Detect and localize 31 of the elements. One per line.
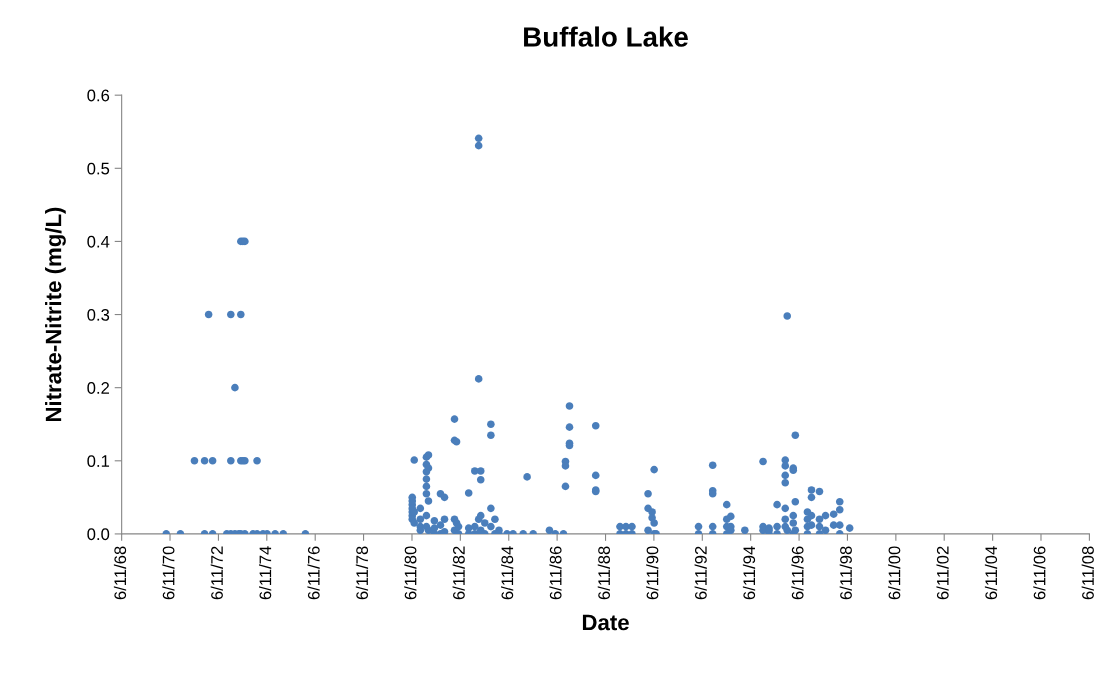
y-tick-label: 0.0 — [87, 528, 110, 541]
y-tick-label: 0.5 — [87, 162, 110, 175]
y-tick-label: 0.6 — [87, 89, 110, 102]
x-tick-label: 6/11/72 — [210, 546, 223, 600]
x-tick-label: 6/11/86 — [549, 546, 562, 600]
x-tick-label: 6/11/96 — [791, 546, 804, 600]
x-tick-label: 6/11/82 — [452, 546, 465, 600]
x-tick-label: 6/11/90 — [646, 546, 659, 600]
x-tick-label: 6/11/74 — [259, 546, 272, 600]
chart-title: Buffalo Lake — [524, 26, 688, 47]
x-tick-label: 6/11/98 — [839, 546, 852, 600]
x-tick-label: 6/11/92 — [694, 546, 707, 600]
x-tick-label: 6/11/76 — [307, 546, 320, 600]
x-tick-label: 6/11/00 — [888, 546, 901, 600]
x-tick-label: 6/11/02 — [936, 546, 949, 600]
x-tick-label: 6/11/06 — [1033, 546, 1046, 600]
x-tick-label: 6/11/04 — [984, 546, 998, 600]
y-tick-label: 0.1 — [87, 455, 110, 467]
y-tick-label: 0.2 — [87, 382, 110, 394]
x-tick-label: 6/11/78 — [355, 546, 369, 600]
x-tick-label: 6/11/08 — [1081, 546, 1094, 600]
y-tick-label: 0.4 — [87, 235, 110, 248]
x-tick-label: 6/11/70 — [162, 546, 175, 600]
y-axis-title: Nitrate-Nitrite (mg/L) — [45, 207, 66, 422]
x-tick-label: 6/11/84 — [500, 546, 514, 600]
x-tick-label: 6/11/88 — [597, 546, 611, 600]
y-tick-label: 0.3 — [87, 308, 110, 321]
x-tick-label: 6/11/94 — [742, 546, 756, 600]
x-tick-label: 6/11/68 — [113, 546, 127, 600]
x-tick-label: 6/11/80 — [404, 546, 417, 600]
x-axis-title: Date — [582, 614, 629, 631]
